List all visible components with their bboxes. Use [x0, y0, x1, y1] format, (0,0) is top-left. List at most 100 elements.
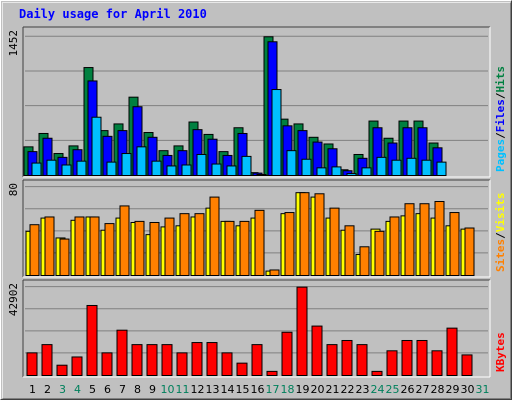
hits-panel-max-label: 1452: [7, 30, 20, 57]
hits-panel-bar-pages: [391, 159, 402, 176]
x-axis-day-label: 2: [44, 383, 51, 396]
series-label-part: KBytes: [494, 332, 507, 372]
series-label-part: /: [494, 132, 507, 139]
kbytes-panel-bar-kbytes: [416, 339, 428, 377]
kbytes-panel-bar-kbytes: [191, 342, 203, 376]
x-axis-day-label: 14: [221, 383, 235, 396]
visits-panel-bar-sites: [74, 216, 85, 276]
x-axis-day-label: 30: [461, 383, 475, 396]
x-axis-day-label: 18: [281, 383, 295, 396]
kbytes-panel-bar-kbytes: [401, 339, 413, 377]
hits-panel-bar-pages: [301, 158, 312, 176]
hits-panel-bar-pages: [376, 156, 387, 177]
visits-panel-bar-sites: [299, 192, 310, 276]
visits-panel-bar-sites: [404, 203, 415, 276]
x-axis-day-label: 5: [89, 383, 96, 396]
visits-panel-bar-sites: [284, 212, 295, 277]
visits-panel-bar-sites: [374, 230, 385, 276]
kbytes-panel-bar-kbytes: [356, 344, 368, 377]
visits-panel-bar-sites: [179, 213, 190, 276]
kbytes-panel-bar-kbytes: [341, 339, 353, 377]
x-axis-day-label: 7: [119, 383, 126, 396]
x-axis-day-label: 3: [59, 383, 66, 396]
visits-panel-bar-sites: [164, 217, 175, 276]
visits-panel-bar-sites: [134, 220, 145, 276]
kbytes-panel-bar-kbytes: [311, 325, 323, 377]
hits-panel-bar-pages: [256, 174, 267, 176]
visits-panel-bar-sites: [389, 216, 400, 276]
visits-panel-bar-sites: [44, 216, 55, 276]
visits-panel-bar-sites: [434, 201, 445, 277]
kbytes-panel-max-label: 42902: [7, 283, 20, 316]
kbytes-panel-bar-kbytes: [461, 354, 473, 376]
x-axis-day-label: 24: [371, 383, 385, 396]
x-axis-day-label: 21: [326, 383, 340, 396]
kbytes-panel-bar-kbytes: [206, 342, 218, 376]
visits-panel-bar-sites: [29, 224, 40, 276]
kbytes-panel-bar-kbytes: [101, 352, 113, 376]
x-axis-day-label: 10: [161, 383, 175, 396]
hits-panel-bar-pages: [331, 166, 342, 176]
hits-panel-bar-pages: [421, 159, 432, 176]
x-axis-day-label: 17: [266, 383, 280, 396]
series-label-part: Sites: [494, 239, 507, 272]
x-axis-day-label: 4: [74, 383, 81, 396]
visits-panel-bar-sites: [344, 225, 355, 277]
kbytes-panel-bar-kbytes: [326, 344, 338, 377]
x-axis-day-label: 8: [134, 383, 141, 396]
x-axis-day-label: 27: [416, 383, 430, 396]
hits-panel-bar-pages: [61, 164, 72, 177]
hits-panel-bar-pages: [151, 160, 162, 177]
x-axis-day-label: 1: [29, 383, 36, 396]
x-axis-day-label: 16: [251, 383, 265, 396]
visits-panel-bar-sites: [104, 223, 115, 276]
hits-panel-bar-pages: [91, 116, 102, 176]
kbytes-panel-bar-kbytes: [281, 331, 293, 376]
visits-panel-bar-sites: [119, 205, 130, 276]
hits-panel-bar-pages: [181, 164, 192, 177]
kbytes-panel-bar-kbytes: [116, 329, 128, 377]
visits-panel-bar-sites: [239, 220, 250, 276]
hits-panel-bar-pages: [316, 167, 327, 176]
x-axis-day-label: 20: [311, 383, 325, 396]
kbytes-panel-bar-kbytes: [221, 352, 233, 376]
kbytes-panel-bar-kbytes: [71, 356, 83, 377]
x-axis-day-label: 12: [191, 383, 205, 396]
visits-panel-bar-sites: [314, 193, 325, 276]
x-axis-day-label: 26: [401, 383, 415, 396]
kbytes-panel-bar-kbytes: [251, 344, 263, 377]
kbytes-panel-bar-kbytes: [266, 370, 278, 377]
kbytes-panel-bar-kbytes: [176, 352, 188, 376]
visits-panel-max-label: 80: [7, 183, 20, 196]
hits-panel-bar-pages: [121, 153, 132, 177]
series-label-part: Visits: [494, 193, 507, 233]
series-label-part: Pages: [494, 139, 507, 172]
visits-panel-bar-sites: [89, 216, 100, 276]
kbytes-panel-bar-kbytes: [386, 350, 398, 377]
visits-panel-bar-sites: [194, 213, 205, 276]
hits-panel-bar-pages: [346, 173, 357, 177]
x-axis-day-label: 13: [206, 383, 220, 396]
hits-panel-bar-pages: [106, 161, 117, 177]
x-axis-day-label: 19: [296, 383, 310, 396]
hits-panel-bar-pages: [241, 155, 252, 176]
kbytes-panel-series-label: KBytes: [494, 332, 507, 372]
hits-panel-bar-pages: [286, 150, 297, 176]
kbytes-panel-bar-kbytes: [371, 370, 383, 377]
visits-panel-bar-sites: [329, 207, 340, 276]
x-axis-day-label: 15: [236, 383, 250, 396]
hits-panel-bar-pages: [136, 146, 147, 176]
series-label-part: Hits: [494, 66, 507, 93]
visits-panel-bar-sites: [464, 227, 475, 276]
hits-panel-bar-pages: [166, 165, 177, 177]
visits-panel-bar-sites: [254, 209, 265, 276]
visits-panel-bar-sites: [59, 238, 70, 276]
kbytes-panel-bar-kbytes: [26, 352, 38, 376]
hits-panel-bar-pages: [406, 157, 417, 176]
visits-panel-bar-sites: [224, 220, 235, 276]
x-axis-day-label: 6: [104, 383, 111, 396]
visits-panel-bar-sites: [149, 221, 160, 277]
hits-panel-bar-pages: [46, 159, 57, 176]
